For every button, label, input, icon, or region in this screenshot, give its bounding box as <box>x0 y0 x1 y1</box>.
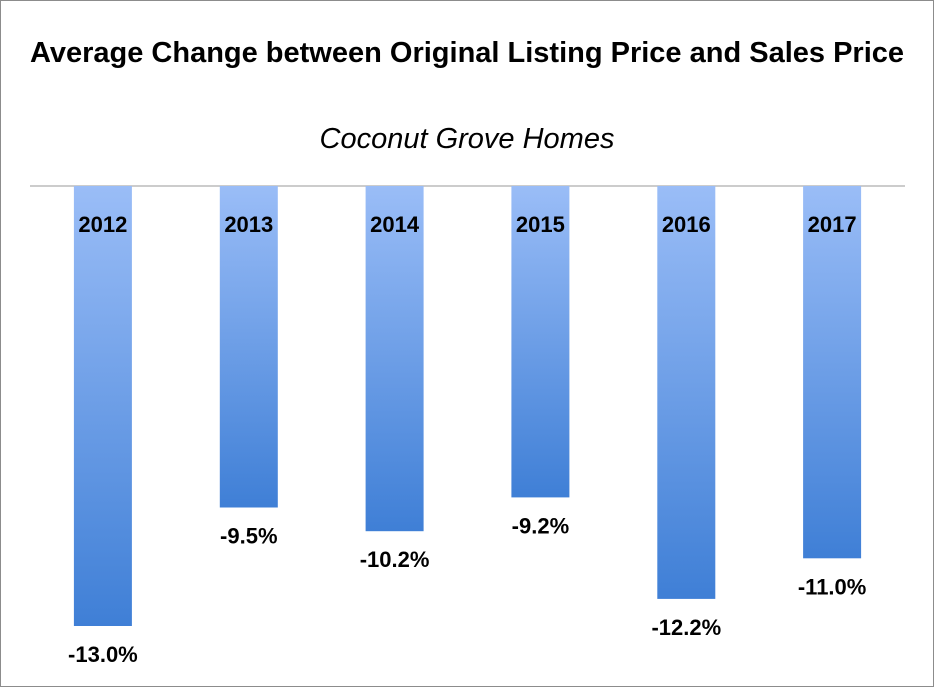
bar-2016 <box>657 186 716 599</box>
bar-2015 <box>511 186 570 498</box>
category-label-2012: 2012 <box>78 212 127 237</box>
category-label-2017: 2017 <box>808 212 857 237</box>
value-label-2017: -11.0% <box>798 574 867 599</box>
category-label-2014: 2014 <box>370 212 420 237</box>
category-label-2015: 2015 <box>516 212 565 237</box>
bar-2014 <box>365 186 424 532</box>
value-label-2013: -9.5% <box>220 524 277 549</box>
value-label-2016: -12.2% <box>651 615 721 640</box>
chart-title: Average Change between Original Listing … <box>29 37 905 69</box>
value-label-2014: -10.2% <box>360 547 430 572</box>
value-label-2012: -13.0% <box>68 642 138 667</box>
category-label-2013: 2013 <box>224 212 273 237</box>
category-label-2016: 2016 <box>662 212 711 237</box>
value-label-2015: -9.2% <box>512 513 569 538</box>
chart-subtitle: Coconut Grove Homes <box>319 123 615 155</box>
bar-2017 <box>803 186 862 559</box>
bar-2012 <box>73 186 132 626</box>
bar-2013 <box>219 186 278 508</box>
